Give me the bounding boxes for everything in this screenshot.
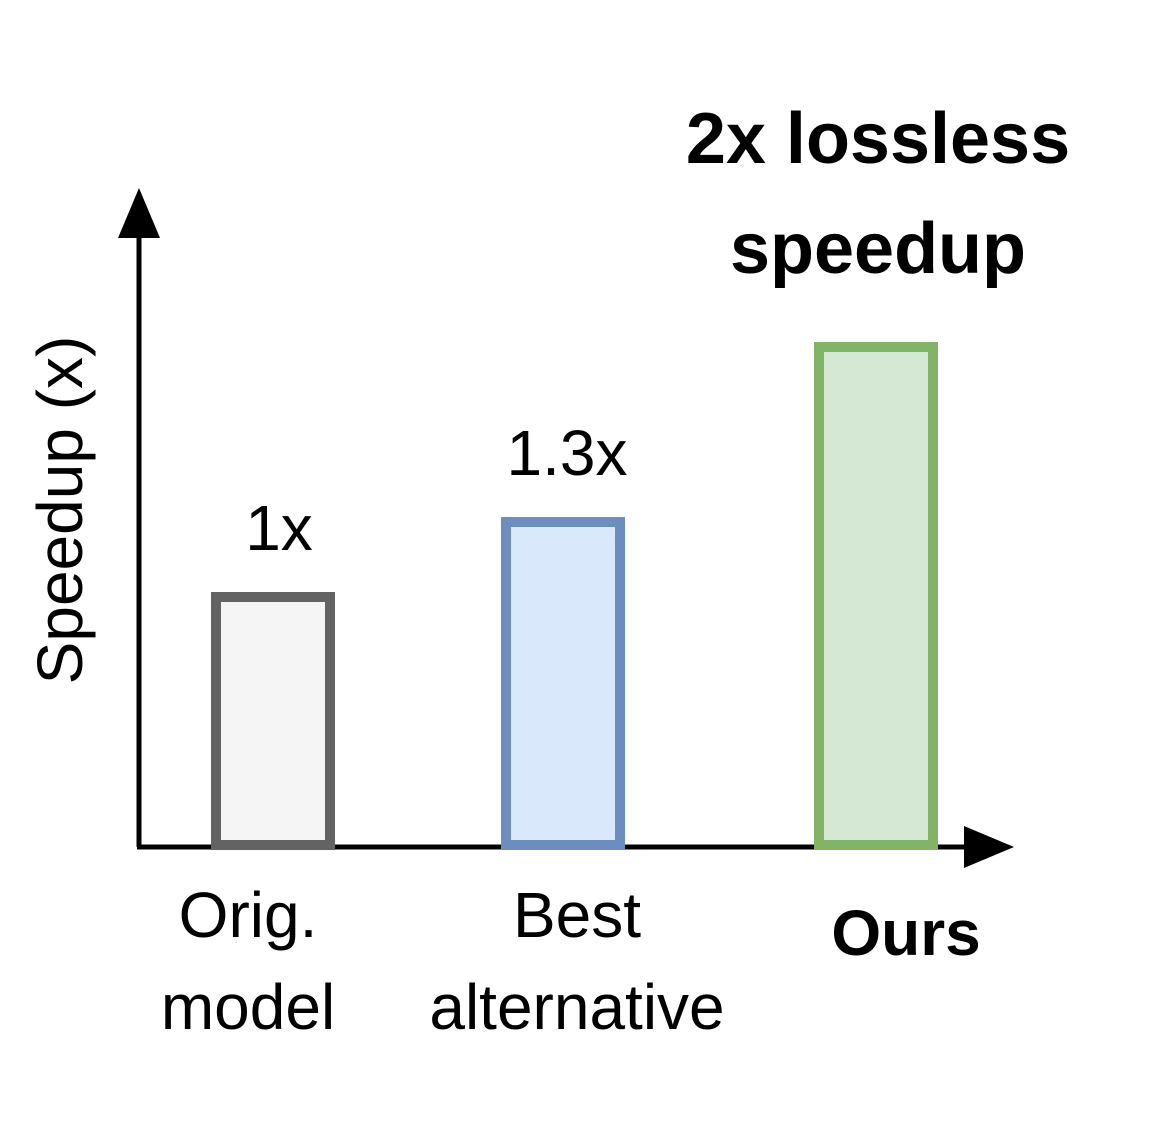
- y-axis-arrow-icon: [118, 188, 160, 238]
- annotation-line2: speedup: [730, 209, 1026, 289]
- category-label-best-alternative-line2: alternative: [429, 971, 724, 1043]
- data-labels: 1x 1.3x: [245, 417, 627, 564]
- annotation-line1: 2x lossless: [686, 99, 1070, 179]
- x-axis-arrow-icon: [964, 826, 1014, 868]
- category-label-best-alternative-line1: Best: [513, 879, 641, 951]
- bar-ours: [814, 342, 938, 850]
- category-labels: Orig. model Best alternative Ours: [161, 879, 981, 1043]
- category-label-orig-model-line1: Orig.: [179, 879, 318, 951]
- bar-best-alternative: [501, 517, 625, 850]
- category-label-orig-model-line2: model: [161, 971, 335, 1043]
- bars: [211, 342, 938, 850]
- speedup-annotation: 2x lossless speedup: [686, 99, 1070, 289]
- bar-orig-model: [211, 592, 335, 850]
- category-label-ours: Ours: [831, 897, 980, 969]
- data-label-best-alternative: 1.3x: [507, 417, 628, 489]
- y-axis-label: Speedup (x): [24, 336, 96, 685]
- data-label-orig-model: 1x: [245, 492, 313, 564]
